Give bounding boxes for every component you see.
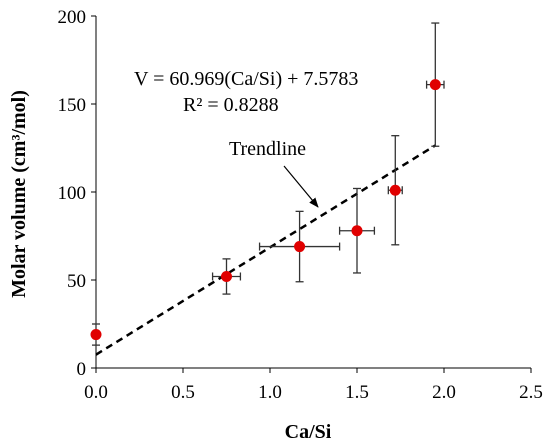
- trendline-equation: V = 60.969(Ca/Si) + 7.5783: [134, 68, 358, 90]
- x-tick-label: 2.5: [519, 382, 543, 403]
- trendline-arrow: [283, 165, 319, 208]
- y-axis-title: Molar volume (cm³/mol): [8, 90, 30, 298]
- trendline: [95, 144, 436, 356]
- data-point: [221, 270, 232, 282]
- data-point: [351, 225, 363, 237]
- ticks: 0.0 0.5 1.0 1.5 2.0 2.5 0 50 100 150 200: [58, 7, 543, 403]
- x-tick-label: 1.5: [345, 382, 369, 403]
- x-tick-label: 1.0: [258, 382, 282, 403]
- y-tick-label: 50: [67, 271, 86, 292]
- data-point: [429, 79, 441, 91]
- x-axis-title: Ca/Si: [285, 421, 332, 443]
- y-tick-label: 200: [58, 7, 87, 28]
- x-tick-label: 0.5: [171, 382, 195, 403]
- x-tick-label: 0.0: [84, 382, 108, 403]
- y-tick-label: 100: [58, 183, 87, 204]
- x-tick-label: 2.0: [432, 382, 456, 403]
- y-tick-label: 0: [77, 359, 87, 380]
- trendline-layer: [95, 144, 436, 356]
- trendline-label: Trendline: [229, 138, 306, 160]
- data-point: [294, 241, 306, 253]
- r-squared-label: R² = 0.8288: [183, 94, 279, 116]
- data-point: [90, 329, 102, 341]
- data-points: [90, 79, 441, 341]
- y-tick-label: 150: [58, 95, 87, 116]
- data-point: [389, 184, 401, 196]
